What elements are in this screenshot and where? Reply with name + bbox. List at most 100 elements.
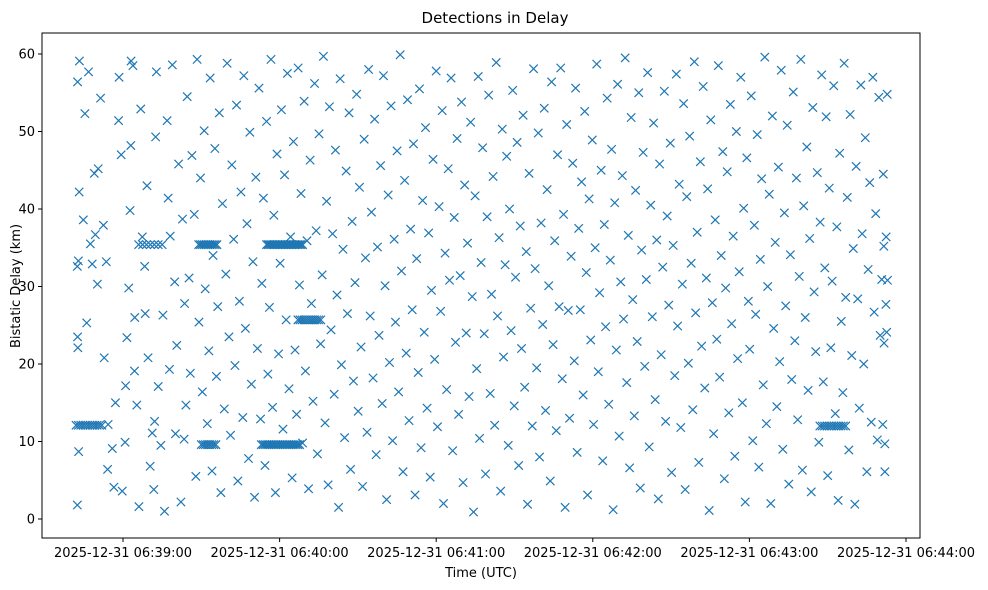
data-point [296, 188, 306, 199]
data-point [199, 126, 209, 136]
data-point [347, 216, 357, 227]
data-point [351, 89, 362, 99]
data-point [128, 61, 138, 71]
data-point [151, 67, 162, 77]
data-point [383, 190, 393, 200]
data-point [697, 341, 707, 351]
data-point [809, 287, 819, 297]
data-point [353, 406, 363, 416]
data-point [149, 484, 159, 495]
data-point [791, 173, 802, 183]
data-point [87, 259, 97, 269]
data-point [648, 118, 659, 128]
data-point [485, 388, 495, 399]
data-point [321, 196, 332, 206]
data-point [472, 364, 482, 374]
data-point [208, 250, 218, 261]
data-point [295, 439, 305, 450]
data-point [124, 283, 134, 293]
data-point [443, 164, 453, 174]
data-point [288, 136, 299, 147]
data-point [72, 500, 82, 510]
data-point [666, 467, 677, 478]
data-point [722, 167, 732, 177]
data-point [192, 54, 202, 65]
data-point [374, 330, 384, 340]
data-point [532, 363, 542, 373]
data-point [503, 440, 513, 450]
data-point [785, 250, 796, 260]
data-point [833, 495, 843, 506]
data-point [853, 294, 863, 304]
data-point [660, 416, 671, 426]
data-point [769, 323, 779, 333]
data-point [522, 499, 533, 509]
data-point [831, 421, 841, 431]
data-point [521, 247, 531, 257]
data-point [74, 446, 84, 457]
data-point [418, 195, 428, 206]
data-point [74, 56, 85, 66]
x-tick-label: 2025-12-31 06:39:00 [54, 546, 192, 561]
data-point [362, 427, 372, 437]
data-point [546, 77, 557, 87]
data-point [618, 314, 629, 324]
data-point [449, 212, 459, 223]
y-tick-label: 30 [18, 280, 35, 295]
data-point [704, 505, 714, 516]
data-point [740, 497, 750, 507]
data-point [222, 58, 232, 68]
data-point [231, 100, 242, 110]
data-point [508, 85, 518, 96]
data-point [879, 241, 889, 251]
data-point [230, 360, 240, 371]
data-point [348, 376, 359, 386]
data-point [754, 462, 764, 472]
data-point [497, 124, 507, 134]
data-point [393, 387, 404, 397]
data-point [234, 296, 245, 306]
data-point [216, 488, 226, 498]
data-point [806, 487, 816, 497]
data-point [794, 271, 804, 282]
data-point [710, 215, 720, 225]
data-point [426, 285, 437, 295]
data-point [98, 220, 109, 230]
data-point [647, 312, 657, 322]
data-point [157, 240, 167, 250]
data-point [287, 473, 297, 483]
data-point [491, 57, 501, 68]
data-point [836, 421, 846, 431]
data-point [784, 479, 794, 489]
data-point [297, 240, 308, 250]
data-point [811, 346, 821, 357]
data-point [881, 232, 891, 242]
y-tick-label: 50 [18, 125, 35, 140]
data-point [528, 64, 539, 74]
data-point [248, 257, 258, 267]
data-point [564, 413, 575, 423]
data-point [533, 128, 543, 138]
data-point [524, 168, 534, 178]
data-point [407, 305, 417, 315]
data-point [727, 319, 737, 329]
data-point [686, 258, 696, 268]
data-point [339, 433, 350, 443]
data-point [590, 243, 600, 253]
data-point [464, 391, 474, 402]
data-point [805, 233, 815, 244]
data-point [803, 385, 813, 395]
data-point [314, 129, 324, 139]
data-point [452, 133, 462, 144]
data-point [588, 419, 599, 430]
data-point [162, 116, 172, 126]
data-point [776, 65, 786, 75]
data-point [830, 408, 840, 419]
data-point [137, 232, 147, 242]
data-point [538, 319, 548, 330]
data-point [484, 90, 494, 100]
data-point [420, 123, 431, 133]
data-point [781, 301, 791, 311]
data-point [149, 240, 159, 250]
data-point [871, 209, 881, 219]
